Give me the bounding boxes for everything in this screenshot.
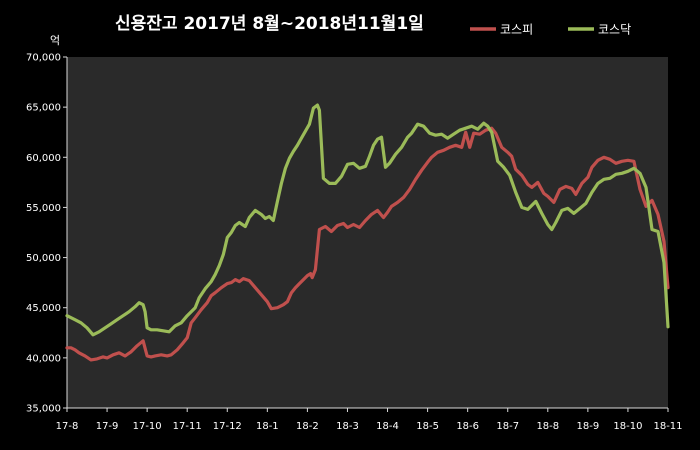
x-tick-label: 18-11 — [653, 421, 682, 432]
x-tick-label: 17-12 — [213, 421, 242, 432]
x-tick-label: 18-1 — [256, 421, 279, 432]
x-tick-label: 18-9 — [577, 421, 600, 432]
y-tick-label: 60,000 — [26, 153, 61, 164]
x-tick-label: 18-3 — [336, 421, 359, 432]
y-tick-label: 55,000 — [26, 203, 61, 214]
x-tick-label: 17-11 — [173, 421, 202, 432]
y-tick-label: 35,000 — [26, 404, 61, 415]
y-tick-label: 45,000 — [26, 303, 61, 314]
x-tick-label: 18-5 — [416, 421, 439, 432]
y-tick-label: 40,000 — [26, 353, 61, 364]
x-axis: 17-8 17-9 17-10 17-11 17-12 18-1 18-2 18-3 18-4 1… — [56, 407, 683, 432]
legend-label: 코스닥 — [598, 23, 631, 37]
y-tick-label: 65,000 — [26, 103, 61, 114]
y-tick-label: 70,000 — [26, 53, 61, 64]
x-tick-label: 18-2 — [296, 421, 319, 432]
x-tick-label: 18-10 — [613, 421, 642, 432]
x-tick-label: 18-8 — [536, 421, 559, 432]
x-tick-label: 17-8 — [56, 421, 79, 432]
plot-area — [67, 57, 668, 408]
legend: 코스피 코스닥 — [470, 23, 631, 37]
x-tick-label: 17-9 — [96, 421, 119, 432]
x-tick-label: 18-6 — [456, 421, 479, 432]
x-tick-label: 17-10 — [133, 421, 162, 432]
series-layer — [65, 103, 670, 362]
legend-label: 코스피 — [500, 23, 533, 37]
chart-title: 신용잔고 2017년 8월~2018년11월1일 — [115, 14, 424, 34]
y-axis: 35,000 40,000 45,000 50,000 55,000 60,000 65,0… — [26, 53, 68, 415]
series-line-kospi — [65, 126, 670, 362]
y-tick-label: 50,000 — [26, 253, 61, 264]
series-line-kosdaq — [65, 103, 670, 337]
x-tick-label: 18-7 — [496, 421, 519, 432]
y-axis-unit-label: 억 — [50, 34, 60, 47]
x-tick-label: 18-4 — [376, 421, 399, 432]
